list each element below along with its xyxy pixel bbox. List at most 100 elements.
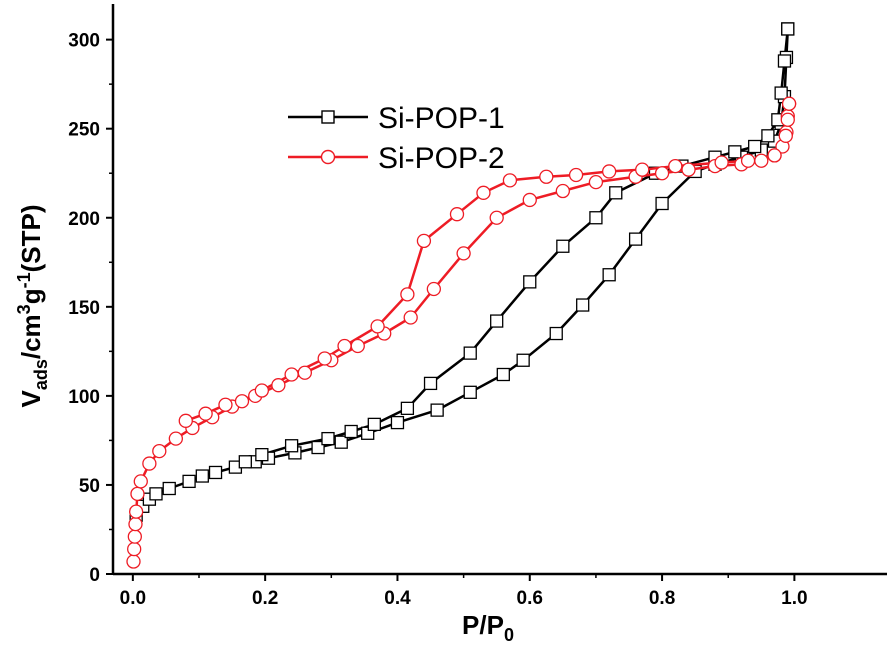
data-point-si-pop-2 — [178, 413, 193, 428]
data-point-si-pop-2 — [740, 153, 756, 168]
data-point-si-pop-2 — [133, 474, 148, 489]
y-axis-title-sub: ads — [31, 359, 51, 390]
data-point-si-pop-2 — [778, 128, 793, 143]
series-line-si-pop-1-desorption — [244, 28, 790, 463]
data-point-si-pop-2 — [370, 319, 385, 334]
y-axis-title: Vads/cm3g-1(STP) — [14, 205, 51, 408]
data-point-si-pop-2 — [555, 183, 570, 199]
y-tick-label: 300 — [68, 31, 100, 52]
legend-label-si-pop-2: Si-POP-2 — [378, 142, 505, 175]
legend-label-si-pop-1: Si-POP-1 — [378, 102, 505, 135]
data-point-si-pop-2 — [456, 246, 471, 261]
data-point-si-pop-2 — [654, 166, 670, 181]
data-point-si-pop-2 — [254, 383, 269, 398]
data-point-si-pop-1 — [182, 474, 196, 489]
data-point-si-pop-2 — [522, 192, 537, 208]
data-point-si-pop-2 — [767, 148, 782, 163]
data-point-si-pop-1 — [761, 129, 775, 143]
data-point-si-pop-1 — [496, 367, 510, 382]
y-tick-label: 100 — [68, 387, 100, 408]
y-axis-title-tail: (STP) — [16, 205, 46, 273]
y-axis-title-sup2: -1 — [14, 272, 34, 288]
data-point-si-pop-2 — [350, 338, 365, 354]
data-point-si-pop-2 — [284, 367, 299, 382]
y-tick-label: 200 — [68, 209, 100, 230]
data-point-si-pop-2 — [714, 155, 729, 170]
x-tick-label: 1.0 — [781, 588, 807, 609]
data-point-si-pop-2 — [426, 281, 441, 297]
data-point-si-pop-1 — [748, 139, 762, 154]
data-point-si-pop-2 — [403, 310, 418, 325]
y-axis-title-main: V — [16, 390, 46, 408]
data-point-si-pop-1 — [321, 431, 335, 446]
data-point-si-pop-2 — [126, 554, 141, 569]
data-point-si-pop-1 — [463, 346, 477, 360]
data-point-si-pop-2 — [416, 233, 432, 249]
axes: 0.0 0.2 0.4 0.6 0.8 1.0 0 50 100 150 200 250 300 — [68, 4, 887, 609]
data-point-si-pop-2 — [168, 431, 183, 446]
x-tick-label: 0.8 — [649, 588, 675, 609]
data-point-si-pop-1 — [344, 424, 358, 439]
data-point-si-pop-2 — [476, 185, 491, 200]
data-point-si-pop-1 — [774, 86, 788, 100]
data-point-si-pop-1 — [284, 439, 299, 453]
series-si-pop-2 — [126, 96, 797, 569]
y-axis-title-mid: /cm — [16, 314, 46, 359]
legend-entry-si-pop-1: Si-POP-1 — [288, 102, 505, 135]
data-point-si-pop-1 — [589, 211, 603, 225]
legend-marker-si-pop-1 — [321, 110, 335, 124]
data-point-si-pop-1 — [777, 54, 792, 68]
data-point-si-pop-1 — [655, 196, 669, 211]
series-si-pop-1 — [129, 22, 795, 522]
x-tick-label: 0.6 — [517, 588, 543, 609]
data-point-si-pop-2 — [681, 162, 696, 177]
data-point-si-pop-2 — [602, 164, 617, 179]
data-point-si-pop-1 — [549, 326, 563, 341]
data-point-si-pop-1 — [609, 186, 623, 200]
data-point-si-pop-2 — [780, 112, 795, 127]
x-tick-label: 0.4 — [384, 588, 411, 609]
legend-entry-si-pop-2: Si-POP-2 — [288, 142, 505, 175]
data-point-si-pop-2 — [539, 169, 554, 184]
data-point-si-pop-2 — [127, 529, 142, 544]
data-point-si-pop-1 — [781, 22, 795, 36]
data-point-si-pop-2 — [130, 486, 145, 501]
x-tick-label: 0.0 — [120, 588, 146, 609]
data-point-si-pop-2 — [568, 167, 584, 183]
data-point-si-pop-1 — [238, 455, 252, 469]
data-point-si-pop-2 — [198, 406, 213, 421]
data-point-si-pop-2 — [781, 96, 797, 111]
data-point-si-pop-2 — [635, 162, 650, 177]
data-point-si-pop-1 — [602, 268, 616, 282]
data-point-si-pop-1 — [463, 385, 477, 399]
series-layer — [126, 22, 797, 569]
y-axis-title-sup1: 3 — [14, 304, 34, 314]
data-point-si-pop-1 — [334, 435, 348, 449]
data-point-si-pop-2 — [234, 394, 250, 409]
data-point-si-pop-2 — [317, 351, 332, 366]
y-axis-title-mid2: g — [16, 288, 46, 304]
data-point-si-pop-1 — [516, 353, 530, 367]
data-point-si-pop-1 — [423, 376, 438, 391]
data-point-si-pop-1 — [162, 481, 176, 496]
data-point-si-pop-1 — [628, 232, 643, 246]
data-point-si-pop-1 — [576, 298, 590, 312]
data-point-si-pop-1 — [149, 487, 163, 501]
data-point-si-pop-2 — [218, 397, 233, 412]
x-tick-label: 0.2 — [252, 588, 278, 609]
x-axis-title-sub: 0 — [504, 625, 514, 645]
data-point-si-pop-1 — [728, 145, 742, 159]
y-tick-label: 50 — [79, 476, 100, 497]
data-point-si-pop-2 — [152, 443, 167, 459]
data-point-si-pop-2 — [297, 365, 312, 380]
data-point-si-pop-2 — [502, 173, 518, 188]
legend: Si-POP-1 Si-POP-2 — [288, 102, 505, 175]
data-point-si-pop-2 — [489, 210, 504, 225]
y-tick-label: 250 — [68, 120, 100, 141]
legend-marker-si-pop-2 — [320, 149, 336, 165]
data-point-si-pop-1 — [195, 469, 209, 483]
data-point-si-pop-1 — [490, 314, 504, 328]
data-point-si-pop-1 — [556, 239, 570, 253]
